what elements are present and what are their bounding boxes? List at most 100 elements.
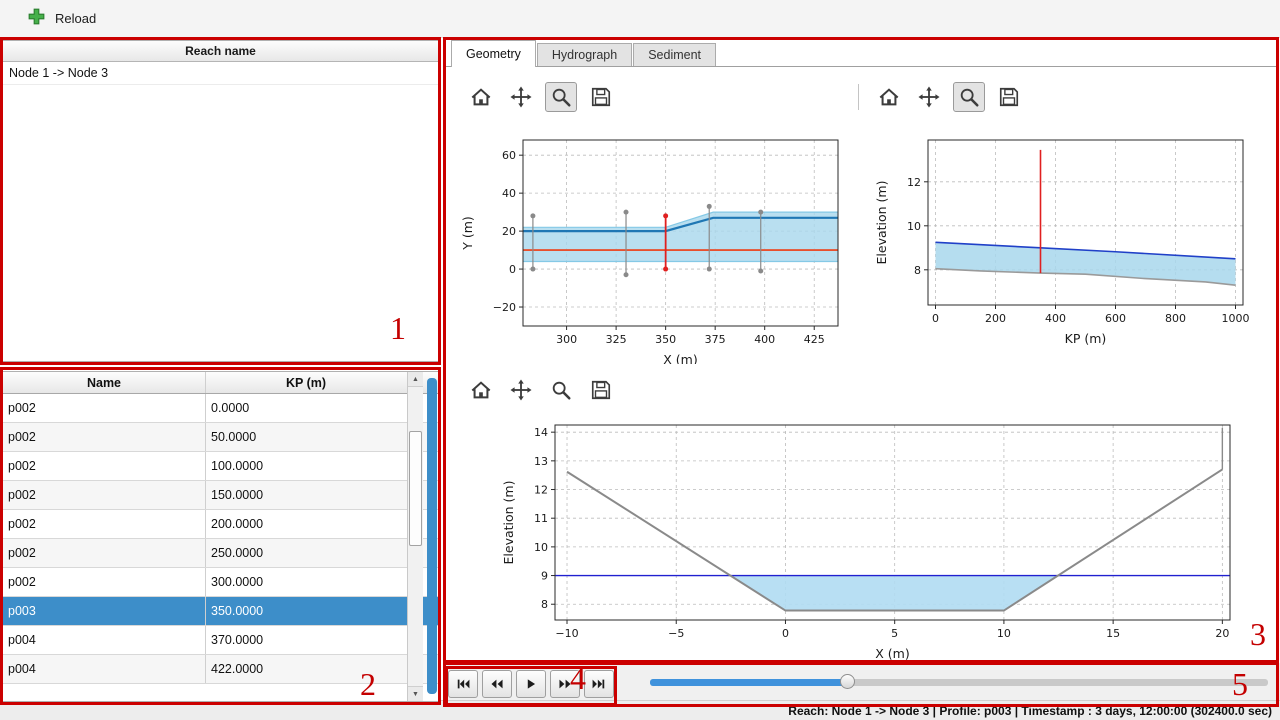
profile-name-cell: p002 xyxy=(3,481,206,509)
svg-text:−10: −10 xyxy=(555,627,578,640)
toolbar-separator xyxy=(858,84,859,110)
zoom-icon[interactable] xyxy=(545,82,577,112)
tab-sediment[interactable]: Sediment xyxy=(633,43,717,66)
home-icon[interactable] xyxy=(465,375,497,405)
profile-kp-cell: 200.0000 xyxy=(211,517,264,531)
plan-view-chart[interactable]: 300 325 350 375 400 425 −20 0 20 40 60 X (m) Y (m) xyxy=(448,118,858,364)
scrollbar-thumb[interactable] xyxy=(409,431,422,546)
rewind-button[interactable] xyxy=(482,670,512,698)
skip-to-start-button[interactable] xyxy=(448,670,478,698)
status-text: Reach: Node 1 -> Node 3 | Profile: p003 … xyxy=(788,703,1272,718)
profile-chart[interactable]: 0 200 400 600 800 1000 8 10 12 KP (m) Elevation (m… xyxy=(862,118,1267,368)
playback-bar xyxy=(443,663,1280,700)
profile-table-row[interactable]: p002 200.0000 xyxy=(3,510,438,539)
svg-text:8: 8 xyxy=(914,264,921,277)
zoom-icon[interactable] xyxy=(545,375,577,405)
profile-name-cell: p002 xyxy=(3,510,206,538)
reload-label: Reload xyxy=(55,11,97,26)
scroll-up-arrow-icon[interactable]: ▲ xyxy=(408,372,423,387)
svg-text:600: 600 xyxy=(1105,312,1126,325)
profile-table-body: p002 0.0000 p002 50.0000 p002 100.0000 p002 150… xyxy=(3,394,438,684)
svg-text:13: 13 xyxy=(534,455,548,468)
svg-text:KP (m): KP (m) xyxy=(1065,331,1107,346)
svg-text:−20: −20 xyxy=(493,301,516,314)
profile-table-row[interactable]: p002 250.0000 xyxy=(3,539,438,568)
profile-table-row[interactable]: p002 50.0000 xyxy=(3,423,438,452)
profile-name-cell: p002 xyxy=(3,452,206,480)
profile-name-cell: p002 xyxy=(3,568,206,596)
profile-table-row[interactable]: p002 0.0000 xyxy=(3,394,438,423)
play-button[interactable] xyxy=(516,670,546,698)
column-header-kp[interactable]: KP (m) xyxy=(285,375,327,390)
profile-kp-cell: 250.0000 xyxy=(211,546,264,560)
svg-text:400: 400 xyxy=(754,333,775,346)
profile-kp-cell: 0.0000 xyxy=(211,401,250,415)
save-icon[interactable] xyxy=(585,82,617,112)
profile-kp-cell: 100.0000 xyxy=(211,459,264,473)
svg-text:5: 5 xyxy=(891,627,898,640)
profile-table-row[interactable]: p002 100.0000 xyxy=(3,452,438,481)
svg-text:0: 0 xyxy=(782,627,789,640)
cross-section-chart[interactable]: −10 −5 0 5 10 15 20 8 9 10 11 12 13 14 X (m) Elevation … xyxy=(455,408,1270,663)
reload-button[interactable]: Reload xyxy=(22,5,102,33)
svg-text:40: 40 xyxy=(502,187,516,200)
home-icon[interactable] xyxy=(465,82,497,112)
skip-to-end-button[interactable] xyxy=(584,670,614,698)
time-slider[interactable] xyxy=(650,674,1268,689)
profile-table-row[interactable]: p004 422.0000 xyxy=(3,655,438,684)
reach-list: Node 1 -> Node 3 xyxy=(3,62,438,85)
home-icon[interactable] xyxy=(873,82,905,112)
svg-text:Y (m): Y (m) xyxy=(460,216,475,251)
svg-text:800: 800 xyxy=(1165,312,1186,325)
plan-view-toolbar xyxy=(465,82,617,112)
tab-geometry[interactable]: Geometry xyxy=(451,40,536,67)
pan-icon[interactable] xyxy=(505,82,537,112)
scroll-down-arrow-icon[interactable]: ▼ xyxy=(408,686,423,701)
svg-text:14: 14 xyxy=(534,426,548,439)
svg-text:325: 325 xyxy=(606,333,627,346)
svg-text:425: 425 xyxy=(804,333,825,346)
reload-plus-icon xyxy=(28,8,45,30)
reach-list-item[interactable]: Node 1 -> Node 3 xyxy=(3,62,438,85)
save-icon[interactable] xyxy=(993,82,1025,112)
profile-kp-cell: 370.0000 xyxy=(211,633,264,647)
svg-text:15: 15 xyxy=(1106,627,1120,640)
profile-toolbar xyxy=(873,82,1025,112)
svg-text:9: 9 xyxy=(541,570,548,583)
save-icon[interactable] xyxy=(585,375,617,405)
profile-table-row[interactable]: p003 350.0000 xyxy=(3,597,438,626)
profile-kp-cell: 350.0000 xyxy=(211,604,264,618)
profile-name-cell: p004 xyxy=(3,655,206,683)
profile-name-cell: p003 xyxy=(3,597,206,625)
playback-controls xyxy=(448,670,614,698)
svg-text:1000: 1000 xyxy=(1222,312,1250,325)
table-scrollbar[interactable]: ▲ ▼ xyxy=(407,372,423,701)
svg-text:0: 0 xyxy=(932,312,939,325)
profile-table-row[interactable]: p002 300.0000 xyxy=(3,568,438,597)
svg-text:X (m): X (m) xyxy=(875,646,909,661)
splitter-handle[interactable] xyxy=(427,378,437,694)
svg-text:10: 10 xyxy=(997,627,1011,640)
profile-kp-cell: 422.0000 xyxy=(211,662,264,676)
profile-name-cell: p002 xyxy=(3,394,206,422)
column-header-name[interactable]: Name xyxy=(3,372,206,393)
pan-icon[interactable] xyxy=(505,375,537,405)
profile-table-row[interactable]: p004 370.0000 xyxy=(3,626,438,655)
profile-kp-cell: 150.0000 xyxy=(211,488,264,502)
svg-text:375: 375 xyxy=(705,333,726,346)
fast-forward-button[interactable] xyxy=(550,670,580,698)
profile-table-row[interactable]: p002 150.0000 xyxy=(3,481,438,510)
pan-icon[interactable] xyxy=(913,82,945,112)
time-slider-handle[interactable] xyxy=(839,674,855,689)
tab-bar: Geometry Hydrograph Sediment xyxy=(443,40,1279,67)
time-slider-fill xyxy=(650,679,848,686)
zoom-icon[interactable] xyxy=(953,82,985,112)
svg-text:400: 400 xyxy=(1045,312,1066,325)
profile-kp-cell: 50.0000 xyxy=(211,430,257,444)
profile-table-header: Name KP (m) xyxy=(3,372,438,394)
plot-area-panel: Geometry Hydrograph Sediment 300 325 350 375 4… xyxy=(443,38,1279,663)
tab-hydrograph[interactable]: Hydrograph xyxy=(536,43,633,66)
reach-panel: Reach name Node 1 -> Node 3 xyxy=(2,40,439,362)
svg-text:20: 20 xyxy=(502,225,516,238)
